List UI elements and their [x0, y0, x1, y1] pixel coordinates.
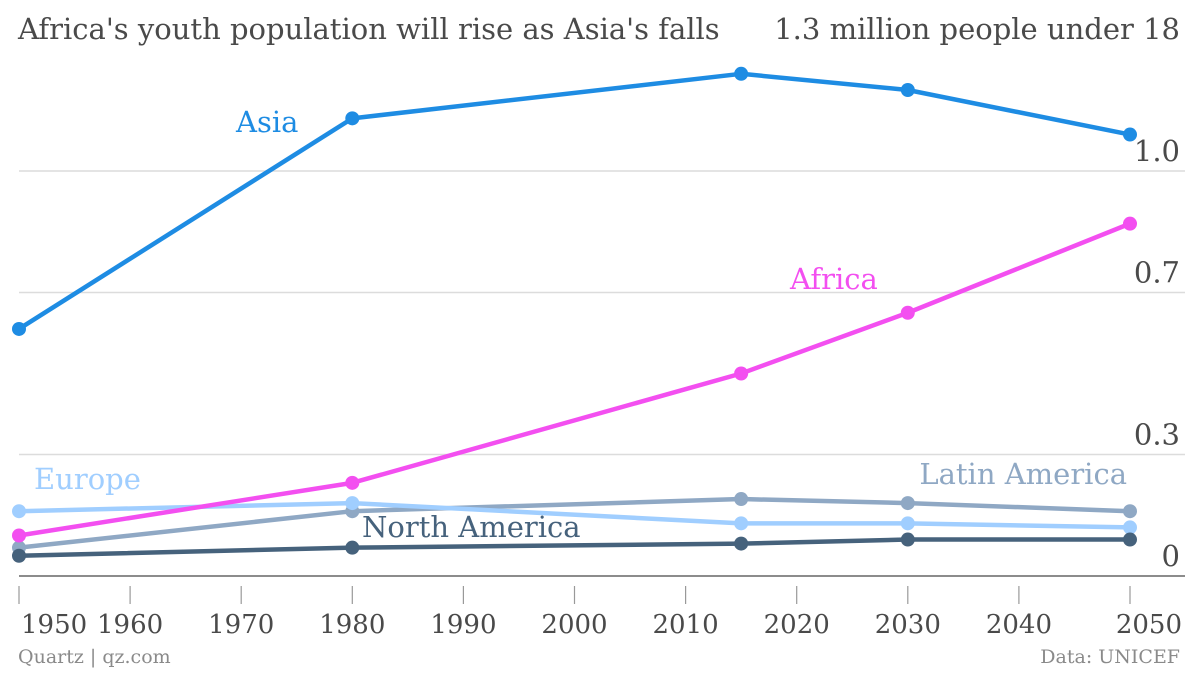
data-point-north-america: [900, 532, 915, 547]
data-point-north-america: [1123, 532, 1137, 547]
y-tick-label: 0.3: [1134, 418, 1180, 452]
series-label-asia: Asia: [235, 105, 298, 139]
x-tick-label: 1980: [319, 610, 385, 640]
data-source: Data: UNICEF: [1040, 646, 1180, 668]
data-point-africa: [12, 528, 26, 543]
series-asia: [12, 66, 1137, 336]
x-tick-label: 1990: [430, 610, 496, 640]
data-point-latin-america: [734, 492, 749, 507]
y-tick-label: 0.7: [1134, 256, 1180, 290]
data-point-north-america: [734, 536, 749, 551]
data-point-europe: [12, 504, 26, 519]
x-tick-label: 2050: [1116, 610, 1182, 640]
x-tick-label: 1960: [97, 610, 163, 640]
series-labels: Asia Africa Europe Latin America North Ameri…: [34, 105, 1127, 544]
data-point-north-america: [12, 548, 26, 563]
data-point-latin-america: [1123, 504, 1137, 519]
chart-title: Africa's youth population will rise as A…: [18, 12, 720, 46]
series-africa: [12, 216, 1137, 543]
data-point-asia: [345, 111, 360, 126]
x-tick-label: 2020: [764, 610, 830, 640]
series-north-america: [12, 532, 1137, 563]
x-tick-label: 2000: [541, 610, 607, 640]
data-point-africa: [345, 475, 360, 490]
series-label-africa: Africa: [789, 262, 878, 296]
source-credit: Quartz | qz.com: [18, 646, 171, 668]
data-point-asia: [734, 66, 749, 81]
data-point-africa: [734, 366, 749, 381]
data-point-europe: [734, 516, 749, 531]
data-point-europe: [1123, 520, 1137, 535]
data-point-europe: [900, 516, 915, 531]
series-europe: [12, 496, 1137, 535]
x-tick-label: 2010: [653, 610, 719, 640]
series-label-europe: Europe: [34, 462, 141, 496]
data-point-africa: [1123, 216, 1137, 231]
x-tick-label: 2040: [986, 610, 1052, 640]
data-point-latin-america: [900, 496, 915, 511]
series-label-latin-america: Latin America: [919, 457, 1127, 491]
data-point-europe: [345, 496, 360, 511]
data-point-north-america: [345, 540, 360, 555]
x-tick-label: 2030: [875, 610, 941, 640]
series-lines: [12, 66, 1137, 563]
y-tick-label: 1.0: [1134, 134, 1180, 168]
grid-lines: 0 0.3 0.7 1.0: [19, 134, 1185, 577]
data-point-asia: [900, 83, 915, 97]
x-axis: 1950 1960 1970 1980 1990 2000 2010 2020 2030 2040…: [18, 586, 1182, 640]
data-point-asia: [1123, 127, 1137, 142]
units-label: 1.3 million people under 18: [774, 12, 1180, 46]
data-point-africa: [900, 305, 915, 320]
x-tick-label: 1950: [21, 610, 87, 640]
x-tick-label: 1970: [208, 610, 274, 640]
data-point-asia: [12, 321, 26, 336]
y-tick-label: 0: [1162, 539, 1180, 573]
series-label-north-america: North America: [362, 510, 581, 544]
